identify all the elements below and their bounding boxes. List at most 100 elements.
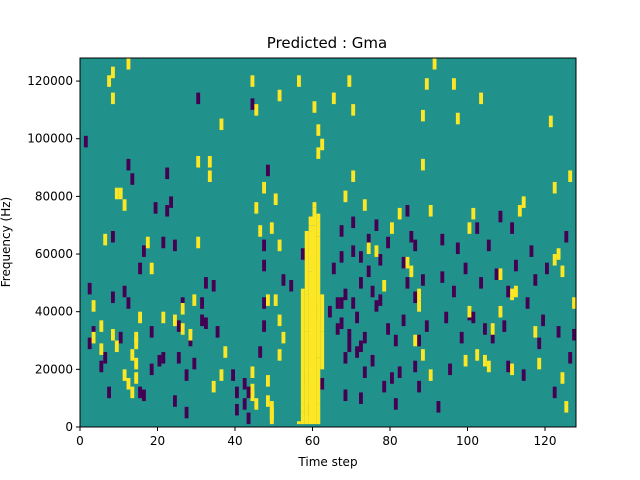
heatmap-cell-low	[103, 352, 108, 364]
heatmap-cell-low	[188, 334, 193, 347]
heatmap-cell-high	[126, 58, 131, 70]
heatmap-cell-low	[142, 389, 146, 402]
heatmap-cell-high	[188, 328, 193, 341]
heatmap-cell-high	[300, 412, 305, 425]
heatmap-cell-low	[130, 173, 135, 185]
heatmap-cell-high	[486, 360, 491, 373]
heatmap-cell-low	[200, 314, 205, 327]
heatmap-cell-low	[335, 297, 340, 309]
heatmap-cell-low	[424, 320, 429, 332]
heatmap-cell-low	[149, 326, 154, 338]
heatmap-cell-high	[300, 288, 305, 341]
heatmap-cell-low	[455, 242, 460, 255]
y-tick-label: 20000	[35, 362, 73, 376]
heatmap-cell-high	[207, 170, 212, 182]
heatmap-cell-high	[560, 265, 565, 278]
heatmap-cell-low	[502, 320, 507, 332]
heatmap-cell-low	[351, 216, 356, 229]
heatmap-cell-low	[173, 239, 177, 252]
heatmap-cell-low	[215, 326, 220, 338]
heatmap-cell-high	[475, 349, 480, 361]
heatmap-cell-high	[351, 104, 356, 116]
heatmap-cell-high	[417, 288, 422, 301]
heatmap-cell-high	[118, 187, 123, 200]
heatmap-cell-high	[196, 236, 201, 249]
heatmap-cell-low	[564, 230, 569, 243]
heatmap-cell-low	[343, 288, 348, 301]
heatmap-cell-low	[138, 262, 143, 275]
heatmap-cell-high	[207, 156, 212, 168]
heatmap-cell-high	[250, 383, 255, 396]
heatmap-cell-low	[192, 357, 197, 370]
x-tick-label: 0	[76, 434, 84, 448]
heatmap-cell-high	[277, 239, 282, 252]
heatmap-cell-low	[176, 352, 181, 364]
heatmap-cell-high	[552, 254, 557, 266]
heatmap-cell-low	[405, 277, 410, 289]
heatmap-cell-high	[316, 403, 321, 425]
heatmap-cell-high	[196, 156, 201, 168]
heatmap-cell-high	[467, 222, 472, 234]
y-axis-ticks: 0 20000 40000 60000 80000 100000 120000	[27, 74, 80, 434]
heatmap-cell-high	[498, 305, 503, 318]
heatmap-cell-high	[560, 372, 565, 384]
heatmap-cell-high	[320, 331, 325, 370]
heatmap-cell-low	[343, 389, 348, 402]
heatmap-cell-low	[366, 233, 371, 246]
heatmap-cell-high	[145, 236, 150, 249]
heatmap-cell-high	[405, 256, 410, 269]
heatmap-cell-low	[149, 363, 154, 376]
heatmap-cell-high	[537, 357, 542, 370]
heatmap-cell-low	[99, 360, 104, 373]
heatmap-cell-low	[262, 239, 267, 252]
heatmap-cell-high	[130, 349, 135, 361]
heatmap-cell-low	[525, 297, 530, 309]
heatmap-cell-high	[304, 230, 309, 295]
heatmap-cell-low	[421, 274, 425, 286]
heatmap-cell-low	[382, 380, 387, 393]
heatmap-cell-low	[184, 406, 189, 419]
heatmap-cell-low	[258, 346, 263, 358]
heatmap-cell-high	[266, 375, 270, 387]
heatmap-cell-low	[521, 369, 526, 381]
heatmap-cell-high	[122, 199, 127, 211]
heatmap-cell-low	[572, 328, 577, 341]
heatmap-cell-high	[219, 118, 224, 131]
heatmap-cell-high	[266, 294, 270, 306]
heatmap-cell-low	[347, 328, 352, 341]
heatmap-cell-high	[343, 190, 348, 203]
heatmap-cell-high	[300, 403, 305, 413]
heatmap-cell-low	[281, 274, 286, 286]
heatmap-cell-high	[297, 75, 301, 87]
heatmap-cell-low	[390, 372, 394, 384]
heatmap-cell-high	[421, 349, 425, 361]
heatmap-cell-high	[467, 305, 472, 318]
heatmap-cell-high	[390, 222, 394, 234]
heatmap-cell-low	[413, 291, 418, 304]
heatmap-cell-low	[231, 369, 236, 381]
heatmap-cell-low	[200, 297, 205, 309]
heatmap-cell-high	[91, 300, 96, 312]
heatmap-cell-low	[250, 98, 255, 110]
heatmap-cell-low	[448, 363, 453, 376]
heatmap-cell-high	[254, 202, 259, 214]
heatmap-cell-low	[401, 256, 406, 269]
x-axis-label: Time step	[297, 455, 357, 469]
heatmap-cell-high	[548, 115, 553, 128]
heatmap-cell-low	[118, 331, 123, 344]
heatmap-cell-high	[269, 222, 274, 234]
heatmap-cell-high	[572, 297, 577, 309]
heatmap-cell-low	[444, 311, 449, 324]
heatmap-cell-high	[250, 366, 255, 378]
heatmap-cell-low	[351, 297, 356, 309]
x-tick-label: 60	[305, 434, 320, 448]
heatmap-cell-low	[409, 230, 414, 243]
heatmap-cell-low	[397, 366, 402, 378]
heatmap-cell-low	[483, 323, 487, 335]
heatmap-cell-high	[351, 170, 356, 182]
heatmap-cell-low	[331, 262, 336, 275]
heatmap-cell-high	[533, 326, 538, 338]
heatmap-cell-high	[517, 205, 522, 217]
heatmap-cell-high	[428, 369, 433, 381]
